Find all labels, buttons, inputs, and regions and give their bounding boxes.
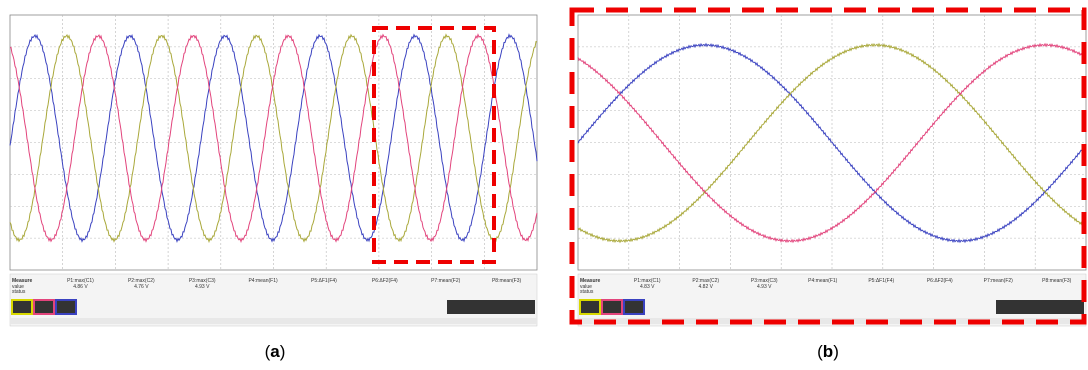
- measurement-name: P8:mean(F3): [492, 278, 522, 284]
- channel-chip: [56, 300, 76, 314]
- channel-chip: [580, 300, 600, 314]
- channel-chip: [624, 300, 644, 314]
- channel-chip: [12, 300, 32, 314]
- timebase-box: [996, 300, 1084, 314]
- channel-chip: [34, 300, 54, 314]
- caption-a: (a): [265, 342, 286, 361]
- measurement-value: 4.76 V: [134, 284, 149, 290]
- measurement-name: P8:mean(F3): [1042, 278, 1072, 284]
- timebase-box: [447, 300, 535, 314]
- caption-label: b: [823, 342, 833, 361]
- figure: (a) (b) MeasurevaluestatusP1:max(C1)P2:m…: [0, 0, 1088, 370]
- measurement-name: P4:mean(F1): [808, 278, 838, 284]
- measurement-value: 4.86 V: [73, 284, 88, 290]
- caption-label: a: [270, 342, 280, 361]
- measurement-value: 4.82 V: [699, 284, 714, 290]
- scope-panel: MeasurevaluestatusP1:max(C1)P2:max(C2)P3…: [578, 15, 1086, 326]
- measurement-value: 4.93 V: [757, 284, 772, 290]
- measurement-name: P5:ΔF1(F4): [868, 278, 894, 284]
- row-label: status: [12, 289, 26, 295]
- scope-panel: MeasurevaluestatusP1:max(C1)P2:max(C2)P3…: [10, 15, 537, 326]
- measurement-name: P7:mean(F2): [984, 278, 1014, 284]
- measurement-value: 4.93 V: [195, 284, 210, 290]
- channel-chip: [602, 300, 622, 314]
- measurement-name: P6:ΔF2(F4): [372, 278, 398, 284]
- measurement-value: 4.83 V: [640, 284, 655, 290]
- measurement-name: P5:ΔF1(F4): [311, 278, 337, 284]
- measurement-name: P7:mean(F2): [431, 278, 461, 284]
- measurement-name: P4:mean(F1): [248, 278, 278, 284]
- row-label: status: [580, 289, 594, 295]
- measurement-name: P6:ΔF2(F4): [927, 278, 953, 284]
- status-bar: [10, 318, 537, 324]
- caption-b: (b): [817, 342, 839, 361]
